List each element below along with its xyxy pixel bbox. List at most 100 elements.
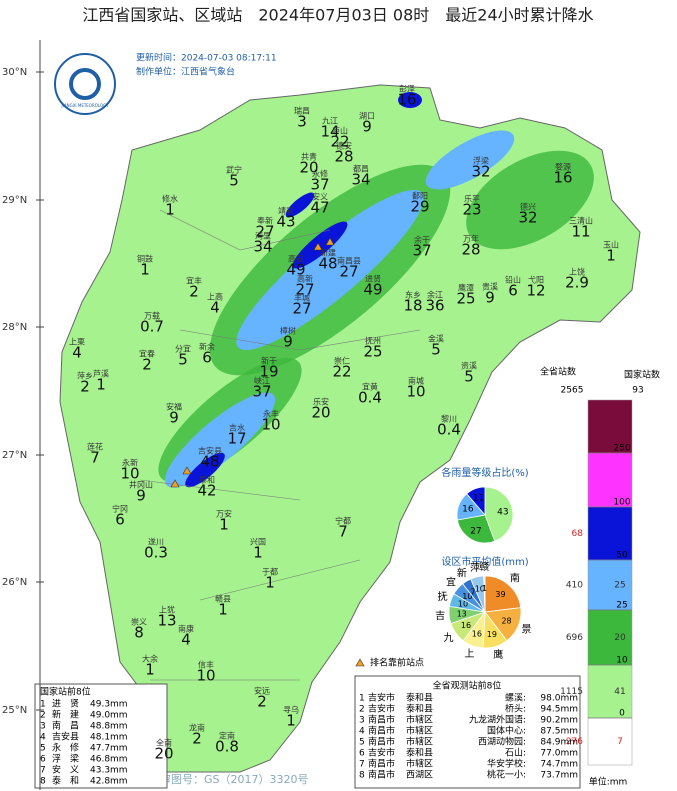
station-name: 金溪 (428, 334, 444, 344)
station-value: 2 (192, 730, 202, 748)
station-name: 修水 (162, 194, 178, 204)
station-name: 丰城 (294, 293, 310, 303)
pie-name: 抚 (438, 591, 448, 603)
station-value: 27 (295, 281, 314, 299)
station-name: 崇仁 (334, 356, 350, 366)
station-name: 万安 (216, 509, 232, 519)
station-name: 赣县 (215, 594, 231, 604)
station-name: 湖口 (359, 112, 375, 121)
all-rank-cell: 泰和县 (406, 703, 433, 715)
pie-name: 宜 (446, 575, 456, 588)
station-value: 36 (425, 297, 444, 315)
national-rank-cell: 4 (40, 733, 46, 743)
latitude-label: 26°N (2, 577, 27, 588)
station-value: 1 (165, 201, 175, 219)
station-name: 安义 (312, 192, 328, 202)
station-name: 龙南 (189, 723, 205, 733)
station-name: 湾里 (255, 231, 271, 241)
station-value: 10 (120, 465, 139, 483)
title: 江西省国家站、区域站 2024年07月03日 08时 最近24小时累计降水 (82, 6, 593, 25)
national-count: 20 (614, 633, 626, 643)
latitude-label: 28°N (2, 322, 27, 333)
national-rank-cell: 吉安县 (52, 731, 79, 743)
province-label: 全省站数 (540, 366, 576, 378)
national-rank-cell: 3 (40, 722, 46, 732)
station-name: 吉水 (229, 423, 245, 433)
station-value: 37 (252, 383, 271, 401)
station-name: 乐平 (464, 194, 480, 204)
station-value: 20 (299, 159, 318, 177)
station-value: 2 (80, 378, 90, 396)
national-rank-cell: 42.8mm (90, 777, 128, 787)
national-rank-cell: 泰 和 (52, 775, 79, 787)
station-value: 0.4 (358, 389, 382, 407)
national-rank-cell: 7 (40, 766, 46, 776)
national-rank-cell: 49.3mm (90, 700, 128, 710)
station-name: 永修 (312, 169, 328, 179)
station-name: 芦溪 (93, 369, 109, 379)
station-value: 2 (257, 693, 267, 711)
station-value: 2.9 (565, 274, 589, 292)
station-value: 25 (456, 290, 475, 308)
station-name: 新余 (199, 342, 215, 352)
pie-name: 上 (464, 648, 474, 660)
province-count: 276 (566, 737, 583, 747)
station-value: 0.4 (437, 421, 461, 439)
station-value: 18 (403, 297, 422, 315)
station-value: 6 (115, 511, 125, 529)
station-name: 上高 (207, 292, 223, 302)
all-rank-cell: 吉安市 (368, 747, 395, 759)
top-markers (170, 237, 365, 667)
pie-value: 7 (470, 587, 475, 596)
legend-band (587, 452, 633, 508)
station-value: 9 (136, 487, 146, 505)
station-value: 49 (286, 261, 305, 279)
station-value: 28 (334, 148, 353, 166)
station-name: 南城 (408, 376, 424, 386)
national-rank-cell: 6 (40, 755, 46, 765)
station-value: 4 (181, 631, 191, 649)
station-value: 48 (200, 453, 219, 471)
all-rank-cell: 石山: (505, 748, 526, 759)
station-name: 井冈山 (129, 480, 153, 490)
station-name: 东乡 (405, 290, 421, 300)
station-value: 7 (90, 449, 100, 467)
province-count: 1115 (560, 687, 583, 697)
station-name: 铅山 (505, 275, 521, 285)
all-rank-cell: 桃花一小: (487, 769, 526, 781)
station-name: 三清山 (569, 216, 593, 226)
threshold-label: 50 (616, 551, 628, 561)
all-rank-cell: 西湖动物园: (478, 736, 526, 748)
province-count: 696 (566, 633, 583, 643)
station-value: 47 (310, 199, 329, 217)
all-rank-cell: 吉安市 (368, 703, 395, 715)
station-value: 5 (178, 351, 188, 369)
all-rank-cell: 南昌市 (368, 725, 395, 737)
station-name: 安远 (254, 686, 270, 696)
all-rank-cell: 5 (359, 738, 365, 748)
station-name: 铜鼓 (137, 254, 153, 264)
station-name: 万年 (463, 234, 479, 244)
all-rank-cell: 6 (359, 749, 365, 759)
station-name: 寻乌 (283, 705, 299, 715)
station-value: 6 (202, 349, 212, 367)
station-value: 37 (310, 176, 329, 194)
threshold-label: 100 (613, 498, 630, 508)
station-value: 9 (283, 333, 293, 351)
station-name: 德兴 (520, 202, 536, 212)
station-value: 29 (410, 198, 429, 216)
latitude-label: 29°N (2, 195, 27, 206)
all-rank-cell: 7 (359, 760, 365, 770)
station-name: 于都 (262, 568, 278, 577)
pie-name: 新 (457, 566, 467, 579)
station-name: 新干 (261, 356, 277, 366)
station-name: 瑞昌 (294, 106, 310, 116)
station-name: 新建 (320, 248, 336, 258)
station-value: 27 (339, 263, 358, 281)
threshold-label: 10 (616, 656, 628, 666)
all-rank-cell: 73.7mm (540, 771, 578, 781)
pie-name: 景 (521, 624, 531, 636)
national-rank-cell: 安 义 (52, 764, 79, 776)
station-name: 鄱阳 (412, 192, 428, 201)
station-value: 5 (464, 368, 474, 386)
